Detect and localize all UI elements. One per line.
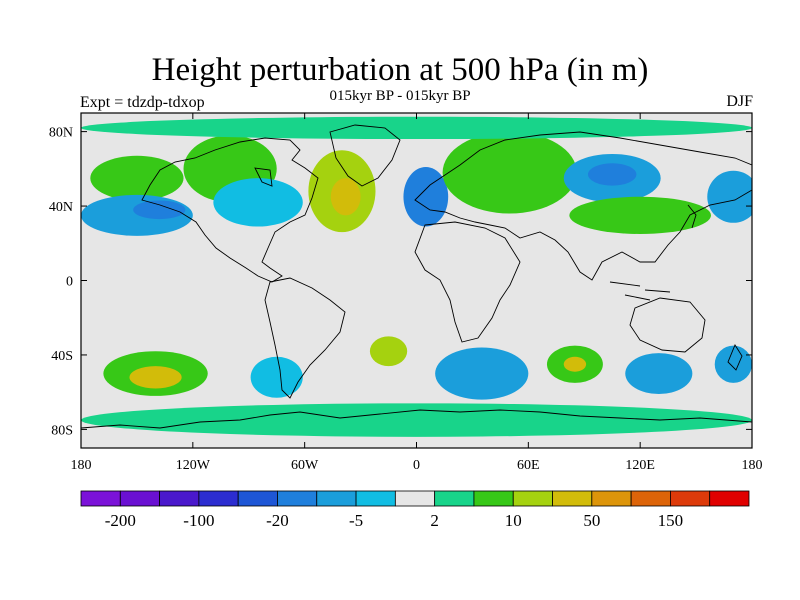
x-tick-label-2: 60W xyxy=(291,458,319,473)
coastline-north-america xyxy=(141,137,319,283)
coastline-hudson-bay xyxy=(254,167,273,187)
coastlines xyxy=(81,124,752,429)
colorbar-box-12 xyxy=(552,490,593,507)
anomaly-region-23 xyxy=(81,116,752,140)
colorbar-label-6: 50 xyxy=(583,511,600,530)
anomaly-region-22 xyxy=(81,403,752,437)
anomaly-layer xyxy=(81,116,752,437)
colorbar-box-16 xyxy=(709,490,750,507)
x-tick-label-1: 120W xyxy=(176,458,211,473)
coastline-eurasia xyxy=(414,131,752,281)
y-tick-label-1: 40N xyxy=(49,200,73,215)
colorbar-box-5 xyxy=(277,490,318,507)
coastline-greenland xyxy=(329,124,401,187)
anomaly-region-15 xyxy=(250,356,303,398)
coastline-africa xyxy=(414,221,521,343)
y-tick-label-4: 80S xyxy=(51,423,73,438)
anomaly-region-0 xyxy=(90,155,184,201)
colorbar-box-9 xyxy=(434,490,475,507)
anomaly-region-7 xyxy=(403,166,449,227)
colorbar-label-5: 10 xyxy=(505,511,522,530)
colorbar-box-2 xyxy=(159,490,200,507)
anomaly-region-17 xyxy=(435,347,529,400)
colorbar-box-15 xyxy=(670,490,711,507)
anomaly-region-16 xyxy=(369,336,408,367)
colorbar-label-2: -20 xyxy=(266,511,289,530)
anomaly-region-6 xyxy=(330,178,361,216)
map-plot-area xyxy=(81,113,752,448)
colorbar: -200 -100 -20 -5 2 10 50 150 xyxy=(80,490,750,530)
colorbar-label-4: 2 xyxy=(430,511,439,530)
coastline-south-america xyxy=(264,277,346,399)
anomaly-region-12 xyxy=(707,170,752,223)
y-tick-label-3: 40S xyxy=(51,349,73,364)
y-tick-label-0: 80N xyxy=(49,126,73,141)
season-label: DJF xyxy=(726,93,753,110)
anomaly-region-19 xyxy=(563,356,587,372)
chart-title: Height perturbation at 500 hPa (in m) xyxy=(151,52,649,88)
colorbar-box-10 xyxy=(473,490,514,507)
colorbar-label-3: -5 xyxy=(349,511,363,530)
colorbar-box-0 xyxy=(80,490,121,507)
coastline-australia xyxy=(629,297,706,353)
experiment-label: Expt = tdzdp-tdxop xyxy=(80,94,205,111)
colorbar-box-6 xyxy=(316,490,357,507)
anomaly-region-21 xyxy=(714,345,752,383)
x-tick-label-6: 180 xyxy=(742,458,763,473)
colorbar-box-8 xyxy=(394,490,436,507)
axis-ticks: 180 120W 60W 0 60E 120E 180 80N 40N 0 40S 80S xyxy=(49,113,763,473)
colorbar-label-0: -200 xyxy=(105,511,136,530)
anomaly-region-14 xyxy=(129,366,182,389)
chart-subtitle: 015kyr BP - 015kyr BP xyxy=(329,88,471,104)
coastline-new-zealand xyxy=(727,344,743,371)
anomaly-region-4 xyxy=(213,178,303,227)
colorbar-label-1: -100 xyxy=(183,511,214,530)
anomaly-region-8 xyxy=(442,131,577,214)
x-tick-label-0: 180 xyxy=(71,458,92,473)
anomaly-region-11 xyxy=(569,196,711,234)
colorbar-box-13 xyxy=(591,490,632,507)
coastline-maritime-continent xyxy=(609,281,671,301)
coastline-antarctica xyxy=(81,409,752,429)
colorbar-box-4 xyxy=(237,490,278,507)
colorbar-box-1 xyxy=(119,490,160,507)
colorbar-box-11 xyxy=(512,490,553,507)
colorbar-label-7: 150 xyxy=(658,511,684,530)
x-tick-label-3: 0 xyxy=(413,458,420,473)
y-tick-label-2: 0 xyxy=(66,275,73,290)
anomaly-region-20 xyxy=(625,353,693,395)
colorbar-box-7 xyxy=(355,490,396,507)
anomaly-region-2 xyxy=(133,200,186,220)
plot-background xyxy=(81,113,752,448)
colorbar-box-3 xyxy=(198,490,239,507)
anomaly-region-10 xyxy=(587,163,637,186)
coastline-japan xyxy=(687,204,697,229)
x-tick-label-5: 120E xyxy=(625,458,655,473)
x-tick-label-4: 60E xyxy=(517,458,540,473)
colorbar-box-14 xyxy=(630,490,671,507)
